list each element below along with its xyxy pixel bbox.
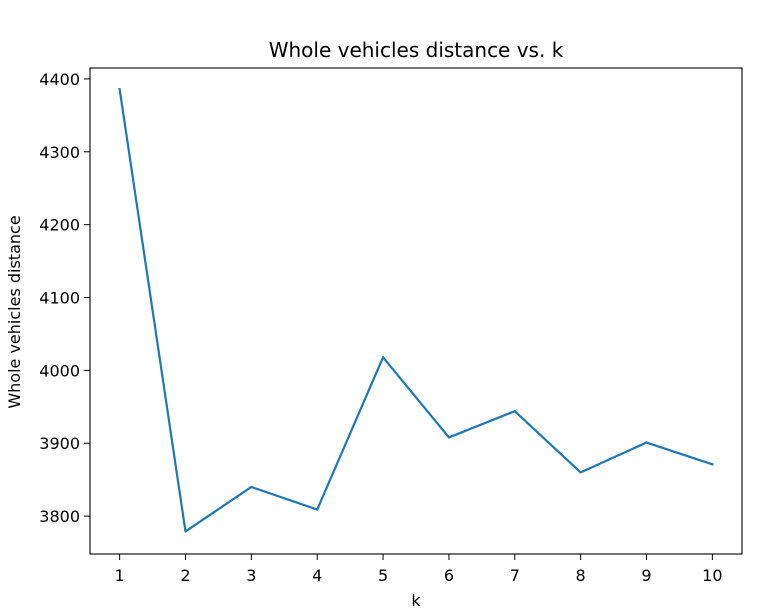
x-tick-label: 8 <box>576 566 586 585</box>
x-tick-label: 10 <box>702 566 722 585</box>
x-tick-label: 2 <box>180 566 190 585</box>
y-tick-label: 3800 <box>39 507 80 526</box>
x-axis-label: k <box>411 591 421 610</box>
x-tick-label: 5 <box>378 566 388 585</box>
x-tick-label: 6 <box>444 566 454 585</box>
x-tick-label: 1 <box>115 566 125 585</box>
data-point <box>118 88 121 91</box>
y-tick-label: 4100 <box>39 289 80 308</box>
data-point <box>579 471 582 474</box>
x-tick-label: 9 <box>641 566 651 585</box>
plot-frame <box>89 67 743 555</box>
data-point <box>645 441 648 444</box>
data-point <box>250 485 253 489</box>
y-tick-label: 4000 <box>39 361 80 380</box>
y-tick-label: 4300 <box>39 143 80 162</box>
y-tick-label: 4200 <box>39 216 80 235</box>
data-point <box>447 436 451 439</box>
data-point <box>711 463 714 466</box>
y-axis-label: Whole vehicles distance <box>5 215 24 408</box>
x-tick-label: 3 <box>246 566 256 585</box>
series-line <box>118 87 714 533</box>
data-point <box>513 410 516 413</box>
data-point <box>184 530 187 533</box>
data-point <box>381 356 385 359</box>
chart-title: Whole vehicles distance vs. k <box>269 38 564 62</box>
x-tick-label: 7 <box>510 566 520 585</box>
y-tick-label: 3900 <box>39 434 80 453</box>
y-tick-label: 4400 <box>39 70 80 89</box>
plot-area: 1 2 3 4 5 6 7 8 9 10 3800 3900 4000 4100 4200 4300 4400 <box>39 67 743 585</box>
x-tick-label: 4 <box>312 566 322 585</box>
data-point <box>316 508 319 511</box>
